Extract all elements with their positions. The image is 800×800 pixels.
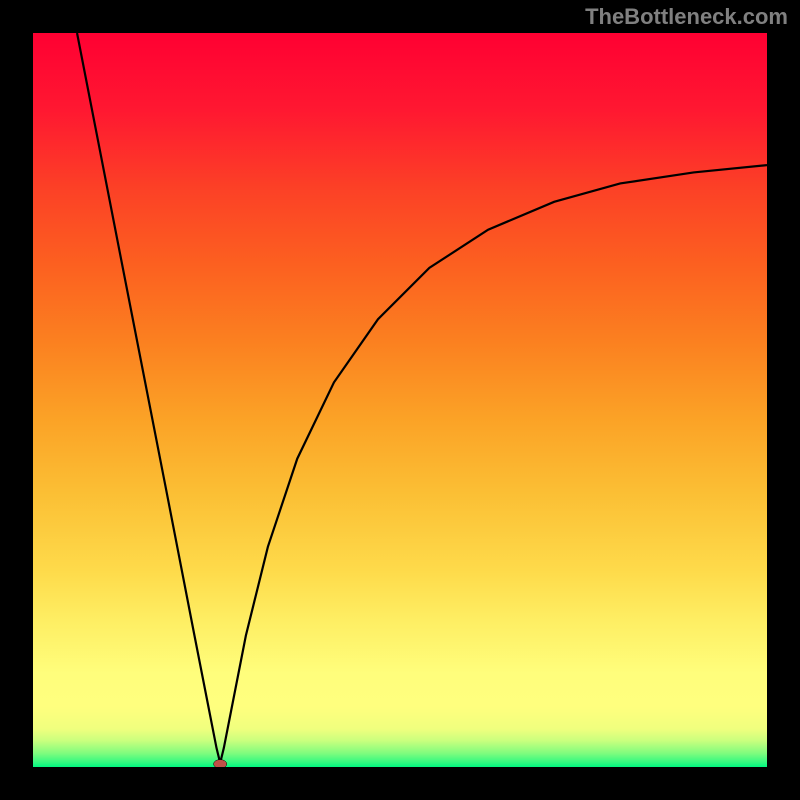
bottleneck-chart bbox=[0, 0, 800, 800]
plot-background bbox=[33, 33, 767, 767]
watermark-label: TheBottleneck.com bbox=[585, 4, 788, 30]
chart-container: TheBottleneck.com bbox=[0, 0, 800, 800]
